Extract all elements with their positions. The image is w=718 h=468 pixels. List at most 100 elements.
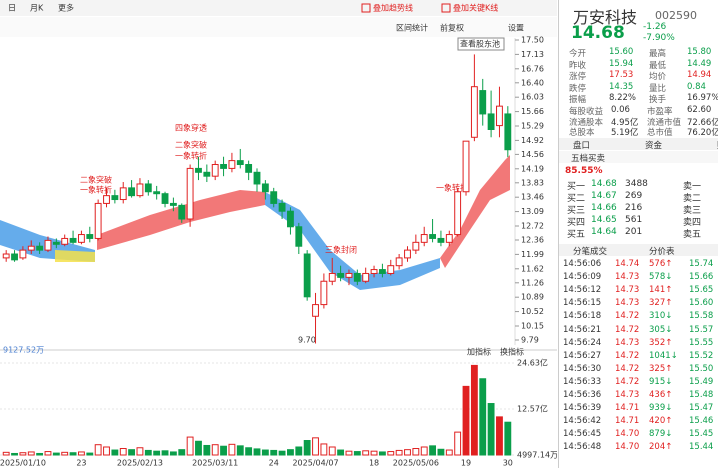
volume-bar	[378, 451, 386, 456]
y-tick-label: 10.52	[521, 307, 544, 316]
candle-body	[220, 164, 227, 169]
quote-text: 14.72	[615, 324, 640, 335]
quote-text: 14.35	[609, 81, 634, 92]
quote-text: 14.72	[615, 350, 640, 361]
period-tab[interactable]: 日	[8, 4, 16, 13]
candle-body	[378, 269, 386, 274]
overlay-toggle[interactable]: 叠加趋势线	[373, 3, 413, 13]
volume-bar	[236, 445, 244, 456]
candle-body	[136, 183, 144, 197]
quote-text: 352↑	[649, 337, 673, 348]
quote-text: 买一	[567, 182, 586, 192]
candle-body	[370, 269, 378, 274]
volume-bar	[136, 447, 144, 456]
quote-text: 今开	[569, 49, 587, 59]
candle-body	[186, 167, 194, 220]
y-tick-label: 12.72	[521, 221, 544, 230]
volume-bar	[253, 448, 261, 456]
button-box[interactable]	[457, 37, 505, 51]
quote-text: 14.73	[615, 298, 640, 309]
indicator-button[interactable]: 加指标	[467, 347, 491, 357]
range-stats[interactable]: 区间统计	[396, 23, 428, 33]
quote-text: 561	[625, 215, 643, 225]
y-tick-label: 9.79	[521, 336, 539, 345]
y-tick-label: 10.15	[521, 321, 544, 330]
volume-bar	[128, 449, 136, 456]
holder-button[interactable]: 查看股东池	[460, 39, 500, 49]
volume-bar	[245, 447, 253, 456]
y-tick-label: 11.62	[521, 264, 544, 273]
volume-bar	[261, 449, 269, 456]
candle-body	[169, 202, 177, 206]
quote-text: 卖五	[683, 230, 702, 240]
y-tick-label: 11.99	[521, 250, 544, 259]
candle-body	[153, 191, 161, 195]
candle-body	[445, 234, 453, 243]
candle-body	[303, 253, 311, 298]
candle-body	[429, 234, 437, 239]
volume-bar	[78, 451, 85, 456]
candle-body	[337, 272, 345, 278]
quote-text: 915↓	[649, 376, 673, 387]
volume-bar	[11, 452, 18, 456]
volume-bar	[44, 451, 52, 456]
quote-text: 量比	[649, 83, 667, 94]
volume-bar	[186, 436, 194, 456]
candle-body	[128, 187, 136, 197]
quote-text: 15.45	[689, 429, 714, 440]
indicator-button[interactable]: 换指标	[500, 347, 524, 357]
volume-bar	[496, 416, 503, 456]
quote-text: 流通市值	[647, 117, 682, 128]
volume-bar	[303, 440, 311, 456]
quote-text: 141↑	[649, 285, 673, 296]
candle-body	[479, 90, 487, 115]
volume-bar	[153, 450, 161, 456]
overlay-toggle[interactable]: 叠加关键K线	[453, 3, 498, 13]
volume-bar	[345, 450, 353, 456]
volume-bar	[287, 449, 294, 456]
candle-body	[253, 171, 261, 185]
more-tab[interactable]: 更多	[58, 3, 74, 13]
adjust-menu[interactable]: 前复权	[440, 23, 464, 33]
y-tick-label: 24.63亿	[517, 358, 548, 368]
checkbox[interactable]	[441, 3, 451, 13]
quote-text: 15.80	[687, 47, 712, 57]
volume-bar	[370, 450, 378, 456]
annotation: 一象转折	[436, 183, 468, 193]
ribbon	[97, 190, 265, 250]
y-tick-label: 13.83	[521, 178, 544, 187]
quote-text: 72.66亿	[687, 117, 718, 128]
quote-panel: 万安科技 002590 14.68 -1.26 -7.90% 今开 15.60 最高 15.80…	[558, 0, 718, 468]
volume-bar	[144, 449, 152, 456]
candle-body	[211, 164, 219, 177]
quote-text: 420↑	[649, 416, 673, 427]
checkbox[interactable]	[361, 3, 371, 13]
candle-body	[420, 234, 428, 243]
quote-text: 14.72	[615, 376, 640, 387]
quote-text: 盘口	[573, 141, 591, 151]
settings[interactable]: 设置	[508, 23, 524, 33]
quote-text: 总股本	[569, 128, 595, 138]
candle-body	[287, 210, 294, 228]
quote-text: 每股收益	[569, 107, 604, 117]
candle-body	[487, 113, 495, 130]
volume-bar	[429, 445, 437, 456]
x-tick-label: 23	[76, 459, 86, 468]
volume-bar	[454, 431, 462, 456]
quote-text: 15.52	[689, 350, 714, 361]
candle-body	[470, 86, 478, 138]
period-tab[interactable]: 月K	[30, 4, 44, 13]
quote-text: 14:56:06	[563, 259, 602, 269]
quote-text: 14:56:27	[563, 350, 602, 361]
volume-bar	[337, 449, 345, 456]
chart-toolbar-bg	[0, 17, 557, 37]
quote-text: 14.67	[591, 191, 617, 201]
quote-text: 14:56:45	[563, 429, 602, 440]
volume-bar	[19, 452, 27, 456]
low-label: 9.70	[298, 336, 316, 345]
candle-body	[245, 164, 253, 173]
y-tick-label: 15.29	[521, 121, 544, 130]
quote-text: 14:56:42	[563, 416, 602, 427]
volume-bar	[387, 451, 395, 456]
quote-text: 14.68	[591, 179, 617, 189]
